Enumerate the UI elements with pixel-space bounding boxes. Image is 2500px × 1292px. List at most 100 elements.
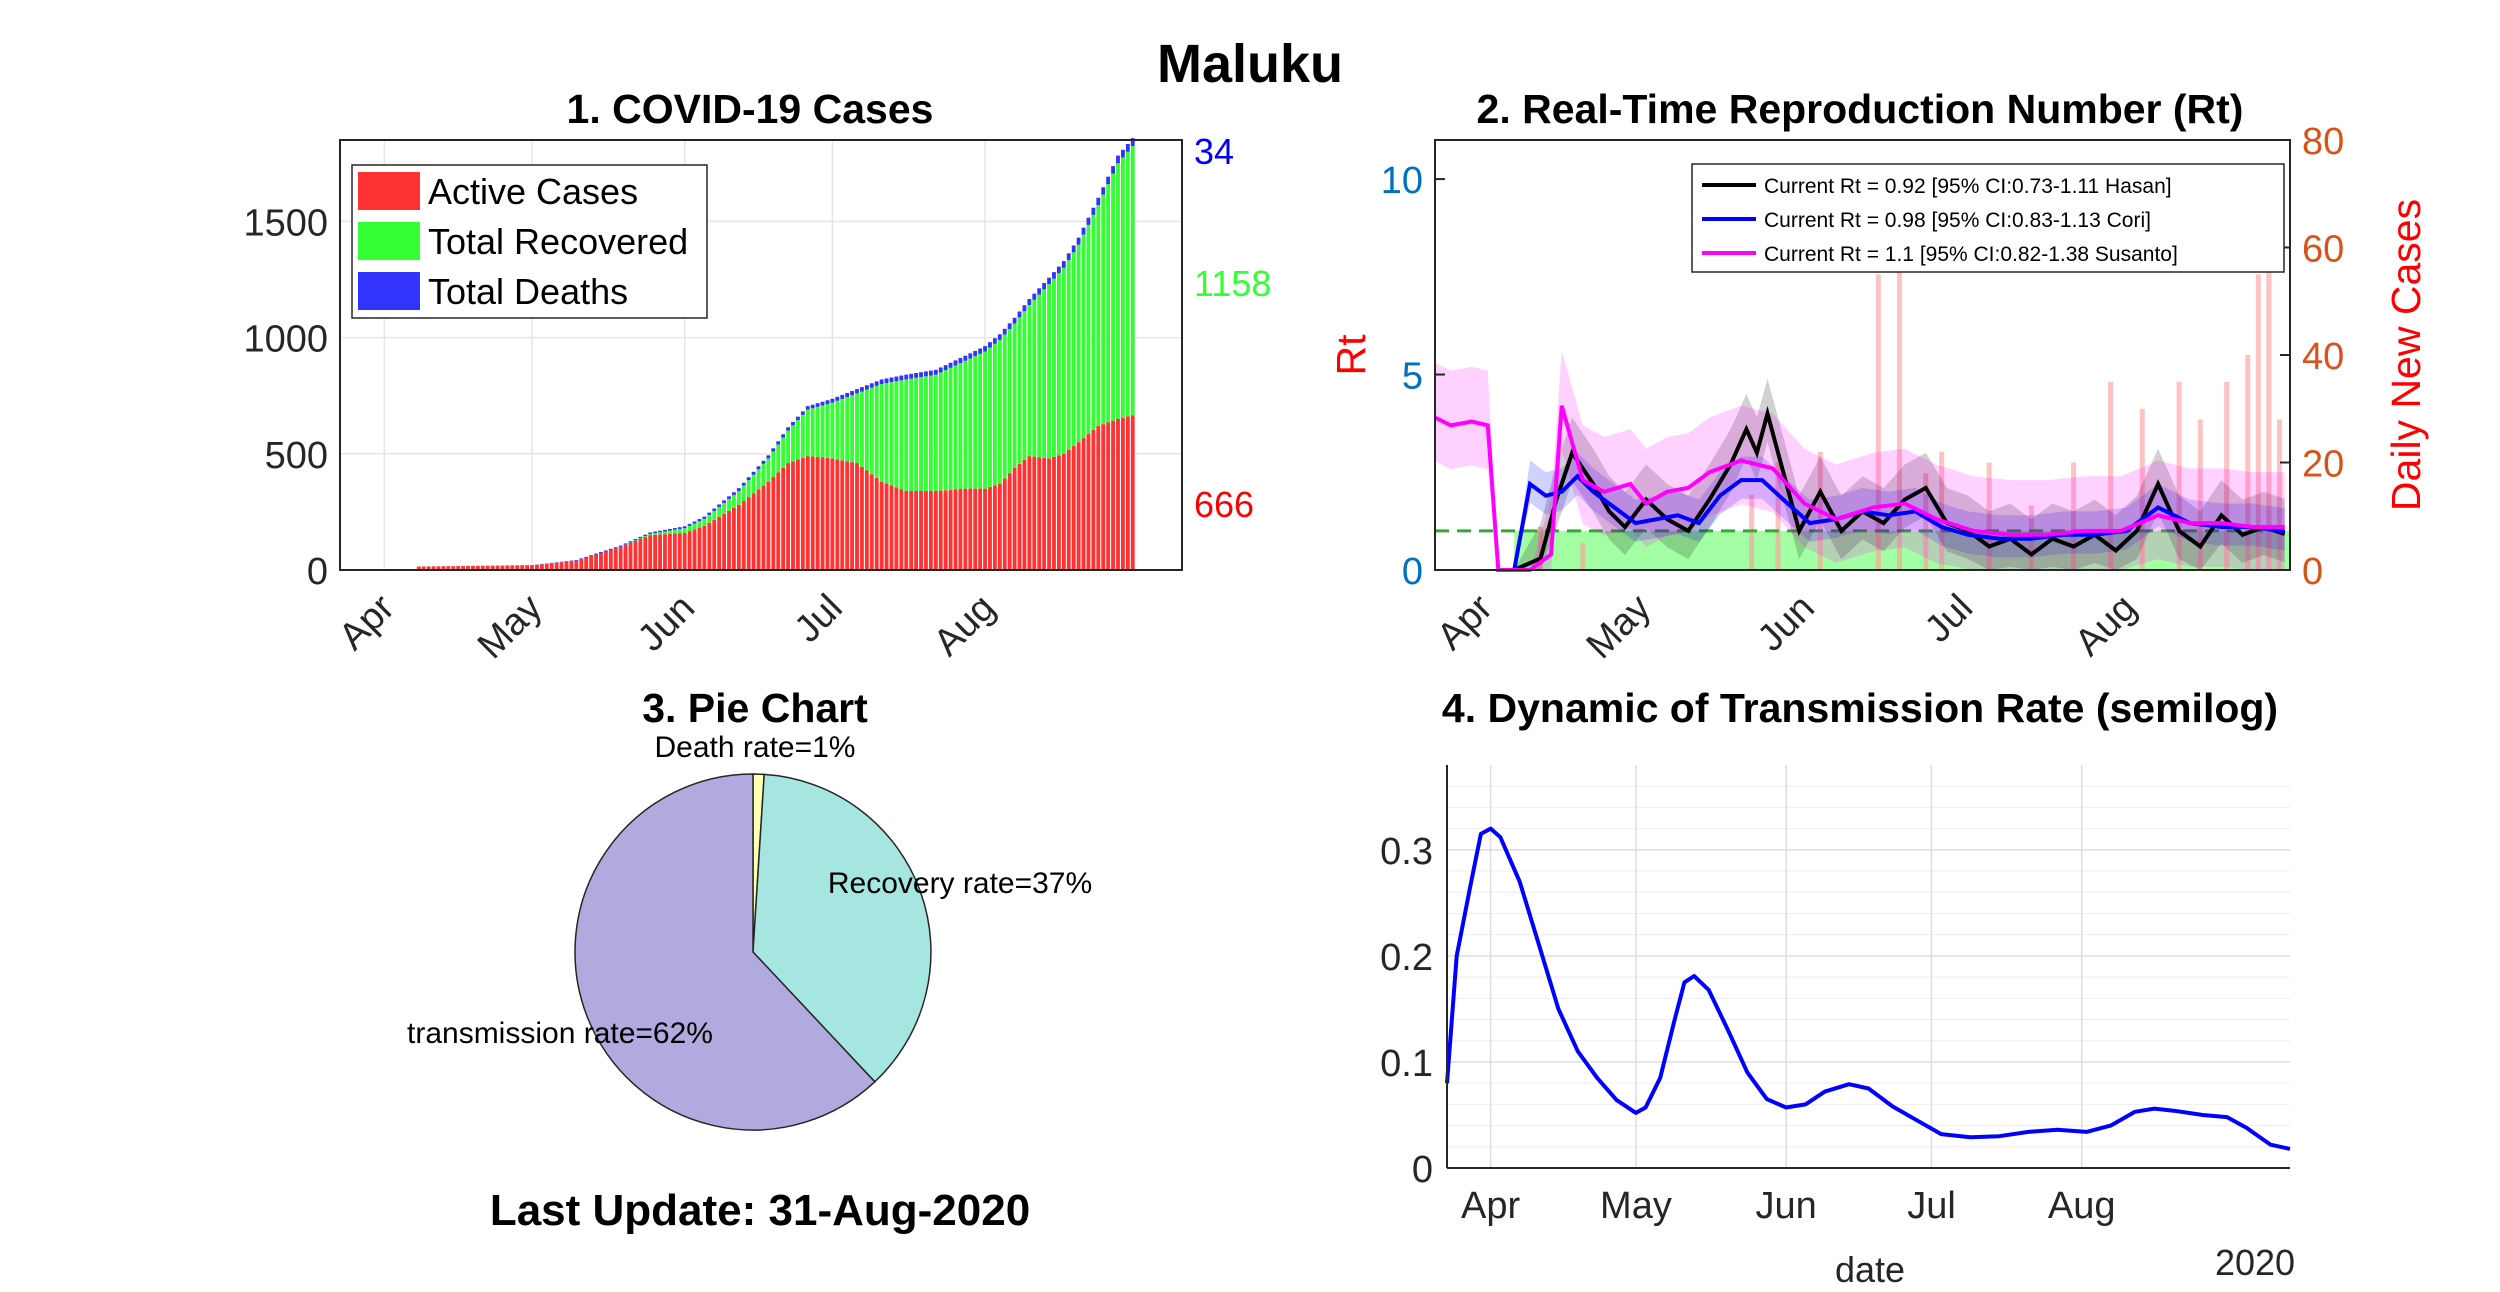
cases-bar-active	[800, 457, 805, 570]
cases-bar-recovered	[924, 376, 928, 491]
cases-bar-active	[938, 490, 943, 570]
cases-bar-active	[613, 548, 618, 570]
cases-legend-label: Active Cases	[428, 171, 638, 212]
cases-bar-recovered	[682, 528, 687, 533]
cases-bar-active	[717, 516, 722, 570]
transmission-x-tick-label: Apr	[1461, 1185, 1520, 1227]
cases-bar-recovered	[1111, 173, 1115, 421]
cases-bar-deaths	[731, 492, 736, 495]
cases-bar-active	[421, 566, 426, 570]
cases-bar-recovered	[1012, 323, 1017, 468]
cases-bar-deaths	[943, 365, 948, 371]
cases-bar-deaths	[830, 398, 835, 403]
cases-bar-active	[761, 485, 766, 570]
cases-x-tick-label: Apr	[331, 586, 403, 658]
cases-bar-active	[574, 560, 579, 570]
cases-bar-deaths	[682, 526, 687, 529]
rt-threshold-area	[1514, 530, 2290, 570]
rt-line-2	[1434, 405, 2285, 572]
cases-bar-active	[1066, 449, 1071, 570]
cases-bar-active	[727, 510, 731, 570]
cases-bar-active	[697, 527, 702, 570]
cases-bar-active	[786, 463, 791, 570]
cases-bar-active	[1027, 456, 1032, 570]
cases-x-tick-label: May	[470, 587, 550, 667]
daily-new-cases-bar	[2176, 381, 2182, 570]
cases-bar-recovered	[938, 372, 943, 491]
cases-bar-active	[648, 535, 653, 570]
cases-bar-recovered	[953, 365, 958, 490]
daily-new-cases-bar	[2197, 419, 2203, 570]
cases-bar-active	[667, 533, 672, 570]
cases-bar-active	[805, 456, 810, 570]
transmission-gridlines	[1447, 765, 2290, 1169]
rt-y2-tick-label: 80	[2302, 121, 2344, 163]
cases-bar-deaths	[840, 394, 845, 399]
cases-bar-active	[864, 470, 869, 570]
cases-bar-active	[525, 565, 530, 570]
cases-bar-recovered	[1120, 157, 1125, 418]
cases-bar-active	[1047, 458, 1051, 570]
cases-bar-deaths	[933, 369, 938, 375]
cases-bar-active	[968, 488, 973, 570]
cases-bar-recovered	[825, 404, 830, 458]
rt-legend-box	[1691, 163, 2285, 273]
cases-bar-active	[746, 497, 751, 570]
cases-bar-deaths	[1120, 149, 1125, 158]
pie-chart-title: 3. Pie Chart	[642, 685, 868, 731]
transmission-y-tick-label: 0.3	[1380, 831, 1433, 873]
cases-bar-deaths	[800, 411, 805, 415]
cases-bar-recovered	[988, 347, 992, 488]
cases-bar-active	[810, 456, 815, 570]
cases-bar-deaths	[983, 346, 987, 352]
cases-bar-active	[672, 533, 677, 570]
cases-bar-deaths	[899, 375, 904, 381]
cases-bar-deaths	[1076, 237, 1081, 245]
cases-bar-active	[992, 485, 997, 570]
cases-bar-active	[1125, 416, 1130, 570]
cases-bar-active	[1091, 429, 1096, 570]
rt-y-axis-label: Rt	[1328, 334, 1374, 376]
cases-bar-active	[914, 490, 919, 570]
daily-new-cases-bar	[2266, 247, 2272, 570]
cases-bar-deaths	[860, 387, 864, 392]
cases-bar-active	[860, 466, 864, 570]
cases-bar-deaths	[613, 547, 618, 549]
cases-bar-active	[544, 563, 549, 570]
cases-bar-recovered	[830, 402, 835, 459]
cases-bar-deaths	[948, 362, 953, 368]
cases-bar-deaths	[712, 508, 717, 511]
cases-bar-deaths	[928, 370, 933, 376]
cases-bar-deaths	[741, 482, 746, 486]
cases-bar-deaths	[1012, 317, 1017, 324]
cases-bar-active	[791, 461, 795, 570]
cases-bar-active	[564, 561, 569, 570]
cases-bar-deaths	[1081, 227, 1086, 235]
cases-bar-recovered	[978, 353, 983, 489]
cases-bar-deaths	[968, 353, 973, 359]
cases-bar-recovered	[731, 494, 736, 508]
cases-bar-active	[736, 504, 741, 570]
cases-bar-deaths	[796, 416, 800, 421]
cases-bar-recovered	[855, 393, 859, 464]
cases-bar-deaths	[1096, 197, 1101, 206]
cases-end-label-active: 666	[1194, 484, 1254, 525]
cases-bar-deaths	[603, 550, 608, 552]
cases-bar-recovered	[756, 469, 761, 490]
cases-bar-deaths	[958, 358, 963, 364]
cases-bar-recovered	[815, 406, 820, 458]
cases-bar-deaths	[978, 348, 983, 354]
cases-bar-active	[1012, 467, 1017, 570]
cases-bar-recovered	[707, 514, 712, 523]
cases-bar-active	[781, 467, 786, 570]
cases-bar-active	[731, 507, 736, 570]
cases-bar-recovered	[1101, 194, 1106, 425]
transmission-x-axis-label: date	[1835, 1249, 1905, 1290]
daily-new-cases-bar	[2224, 381, 2230, 570]
cases-bar-active	[894, 487, 899, 570]
cases-bar-recovered	[751, 474, 756, 494]
cases-bar-recovered	[968, 358, 973, 489]
cases-bar-recovered	[860, 391, 864, 467]
cases-bar-recovered	[663, 531, 667, 535]
cases-bar-deaths	[791, 421, 795, 426]
